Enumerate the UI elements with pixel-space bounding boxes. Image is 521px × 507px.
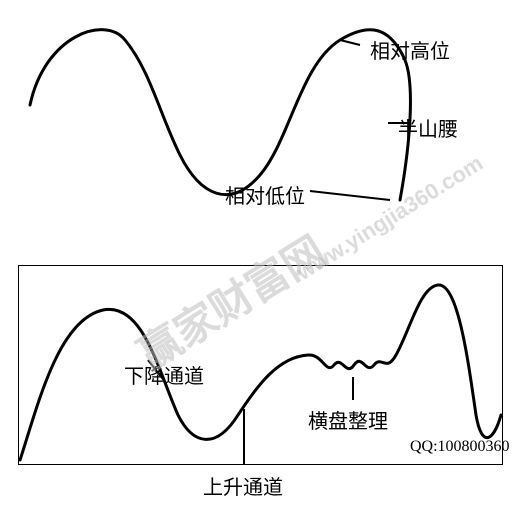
leader-line xyxy=(340,40,360,45)
label-high: 相对高位 xyxy=(370,35,450,64)
top-leader-lines xyxy=(310,40,410,200)
diagram-container: 相对高位半山腰相对低位 下降通道上升通道横盘整理 赢家财富网 www.yingj… xyxy=(0,0,521,507)
label-up: 上升通道 xyxy=(203,471,283,500)
qq-contact: QQ:100800360 xyxy=(410,438,510,456)
bottom-channel-curve xyxy=(20,285,501,460)
label-side: 横盘整理 xyxy=(308,405,388,434)
label-low: 相对低位 xyxy=(225,180,305,209)
leader-line xyxy=(310,191,390,200)
bottom-border-rect xyxy=(19,266,503,465)
label-down: 下降通道 xyxy=(124,360,204,389)
label-mid: 半山腰 xyxy=(398,113,458,142)
top-wave-curve xyxy=(30,30,410,200)
bottom-channel-diagram xyxy=(18,265,503,495)
